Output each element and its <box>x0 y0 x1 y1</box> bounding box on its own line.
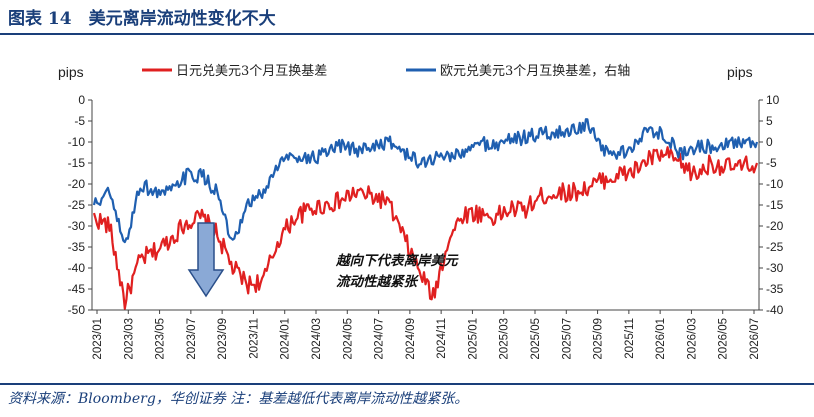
x-tick-label: 2026/03 <box>686 318 698 360</box>
legend-label-eurusd: 欧元兑美元3个月互换基差，右轴 <box>440 64 630 79</box>
x-tick-label: 2025/05 <box>530 318 542 360</box>
legend: 日元兑美元3个月互换基差 欧元兑美元3个月互换基差，右轴 <box>142 64 630 79</box>
y-tick-label-left: 0 <box>78 93 85 107</box>
x-tick-label: 2025/01 <box>467 318 479 360</box>
x-tick-label: 2023/05 <box>155 318 167 360</box>
x-tick-label: 2024/01 <box>280 318 292 360</box>
x-tick-label: 2026/01 <box>655 318 667 360</box>
y-ticks-left: 0 -5 -10 -15 -20 -25 -30 -35 -40 -45 -50 <box>68 93 92 317</box>
y-tick-label-left: -45 <box>68 282 86 296</box>
y-tick-label-left: -10 <box>68 135 86 149</box>
y-tick-label-right: -25 <box>766 240 784 254</box>
source-divider <box>0 383 814 385</box>
y-tick-label-right: -10 <box>766 177 784 191</box>
x-tick-label: 2023/03 <box>123 318 135 360</box>
y-tick-label-right: -35 <box>766 282 784 296</box>
x-tick-label: 2023/01 <box>92 318 104 360</box>
down-arrow-icon <box>187 222 225 298</box>
source-note: 资料来源：Bloomberg，华创证券 注：基差越低代表离岸流动性越紧张。 <box>8 391 469 407</box>
x-tick-label: 2025/07 <box>561 318 573 360</box>
x-tick-label: 2023/11 <box>248 318 260 359</box>
x-tick-label: 2023/09 <box>217 318 229 360</box>
x-ticks: 2023/01 2023/03 2023/05 2023/07 2023/09 2023/… <box>92 310 761 360</box>
y-tick-label-right: -5 <box>766 156 777 170</box>
title-divider <box>0 33 814 35</box>
line-chart: 日元兑美元3个月互换基差 欧元兑美元3个月互换基差，右轴 pips pips 0… <box>58 64 784 360</box>
right-axis-unit: pips <box>727 64 753 80</box>
series-line-usdjpy <box>92 146 759 310</box>
x-tick-label: 2024/11 <box>436 318 448 359</box>
left-axis-unit: pips <box>58 64 84 80</box>
y-tick-label-right: -20 <box>766 219 784 233</box>
chart-title: 图表 14 美元离岸流动性变化不大 <box>8 9 276 29</box>
x-tick-label: 2023/07 <box>186 318 198 360</box>
y-ticks-right: 10 5 0 -5 -10 -15 -20 -25 -30 -35 -40 <box>759 93 784 317</box>
y-tick-label-right: 5 <box>766 114 773 128</box>
y-tick-label-left: -20 <box>68 177 86 191</box>
y-tick-label-right: 0 <box>766 135 773 149</box>
y-tick-label-right: -30 <box>766 261 784 275</box>
y-tick-label-left: -35 <box>68 240 86 254</box>
x-tick-label: 2026/05 <box>718 318 730 360</box>
x-tick-label: 2024/03 <box>311 318 323 360</box>
x-tick-label: 2024/07 <box>374 318 386 360</box>
x-tick-label: 2024/05 <box>342 318 354 360</box>
down-arrow <box>187 222 225 298</box>
x-tick-label: 2026/07 <box>749 318 761 360</box>
y-tick-label-left: -40 <box>68 261 86 275</box>
y-tick-label-left: -15 <box>68 156 86 170</box>
series-lines <box>92 118 759 310</box>
y-tick-label-right: -15 <box>766 198 784 212</box>
y-tick-label-right: -40 <box>766 303 784 317</box>
y-tick-label-left: -50 <box>68 303 86 317</box>
series-line-eurusd <box>92 118 759 244</box>
y-tick-label-right: 10 <box>766 93 780 107</box>
legend-label-usdjpy: 日元兑美元3个月互换基差 <box>176 64 327 79</box>
annotation-line-2: 流动性越紧张 <box>336 274 419 290</box>
y-tick-label-left: -5 <box>74 114 85 128</box>
y-tick-label-left: -25 <box>68 198 86 212</box>
x-tick-label: 2025/03 <box>499 318 511 360</box>
x-tick-label: 2024/09 <box>405 318 417 360</box>
x-tick-label: 2025/11 <box>624 318 636 359</box>
y-tick-label-left: -30 <box>68 219 86 233</box>
annotation-line-1: 越向下代表离岸美元 <box>335 253 459 269</box>
x-tick-label: 2025/09 <box>593 318 605 360</box>
